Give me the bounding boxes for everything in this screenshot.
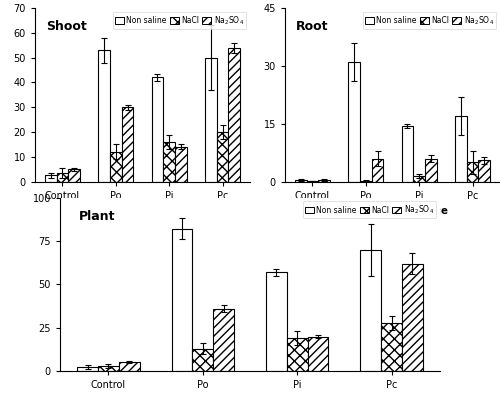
Bar: [205, 58, 216, 182]
Bar: [402, 263, 422, 371]
Bar: [45, 175, 56, 182]
Bar: [216, 132, 228, 182]
Bar: [228, 48, 240, 182]
Bar: [175, 147, 187, 182]
Bar: [360, 181, 372, 182]
X-axis label: Phosphorus source: Phosphorus source: [336, 206, 448, 216]
Bar: [381, 323, 402, 371]
Text: Shoot: Shoot: [46, 20, 86, 33]
Text: Plant: Plant: [79, 210, 116, 223]
Bar: [98, 366, 119, 371]
Bar: [478, 160, 490, 182]
Legend: Non saline, NaCl, Na$_2$SO$_4$: Non saline, NaCl, Na$_2$SO$_4$: [362, 12, 496, 29]
Bar: [164, 142, 175, 182]
Bar: [295, 180, 306, 182]
Bar: [122, 107, 134, 182]
Bar: [348, 62, 360, 182]
Bar: [119, 362, 140, 371]
Bar: [172, 229, 192, 371]
Bar: [318, 180, 330, 182]
Legend: Non saline, NaCl, Na$_2$SO$_4$: Non saline, NaCl, Na$_2$SO$_4$: [302, 201, 436, 218]
Bar: [78, 367, 98, 371]
Text: Root: Root: [296, 20, 328, 33]
Bar: [414, 176, 425, 182]
Bar: [266, 272, 287, 371]
Bar: [287, 338, 308, 371]
Bar: [372, 158, 384, 182]
Bar: [466, 162, 478, 182]
Bar: [213, 309, 234, 371]
Bar: [152, 77, 164, 182]
Bar: [68, 169, 80, 182]
Bar: [360, 250, 381, 371]
Bar: [425, 158, 437, 182]
Bar: [98, 50, 110, 182]
Bar: [192, 349, 213, 371]
Bar: [306, 181, 318, 182]
Bar: [56, 173, 68, 182]
Bar: [402, 126, 413, 182]
Bar: [455, 116, 466, 182]
Legend: Non saline, NaCl, Na$_2$SO$_4$: Non saline, NaCl, Na$_2$SO$_4$: [112, 12, 246, 29]
Bar: [110, 152, 122, 182]
Bar: [308, 337, 328, 371]
X-axis label: Phosphorus source: Phosphorus source: [86, 206, 198, 216]
